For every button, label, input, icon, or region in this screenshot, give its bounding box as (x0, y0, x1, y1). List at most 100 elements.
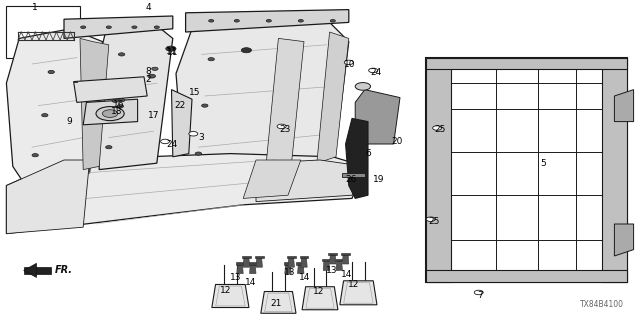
Text: 7: 7 (477, 291, 483, 300)
Text: 17: 17 (148, 111, 159, 120)
Circle shape (433, 126, 442, 130)
Text: 8: 8 (146, 67, 151, 76)
Polygon shape (341, 253, 350, 255)
Polygon shape (243, 160, 301, 198)
Polygon shape (6, 160, 90, 234)
Polygon shape (172, 90, 192, 157)
Polygon shape (64, 16, 173, 38)
Polygon shape (248, 262, 257, 265)
Polygon shape (212, 284, 249, 308)
Text: 13: 13 (326, 266, 337, 275)
Circle shape (48, 70, 54, 74)
Circle shape (106, 146, 112, 149)
Circle shape (202, 104, 208, 107)
Polygon shape (340, 281, 377, 305)
Text: TX84B4100: TX84B4100 (580, 300, 624, 309)
Text: 14: 14 (245, 278, 257, 287)
Text: 12: 12 (220, 286, 231, 295)
Circle shape (112, 99, 118, 102)
Text: 15: 15 (189, 88, 201, 97)
Polygon shape (242, 256, 251, 258)
Circle shape (132, 26, 137, 28)
Circle shape (96, 107, 124, 121)
Polygon shape (285, 265, 291, 274)
Text: 21: 21 (271, 299, 282, 308)
Polygon shape (300, 256, 308, 258)
Circle shape (154, 26, 159, 28)
Polygon shape (330, 255, 336, 264)
Polygon shape (176, 22, 349, 192)
Polygon shape (426, 58, 627, 69)
Circle shape (117, 105, 124, 108)
Circle shape (355, 83, 371, 90)
Text: 1: 1 (33, 4, 38, 12)
Polygon shape (426, 58, 451, 282)
Polygon shape (261, 292, 296, 313)
Text: 12: 12 (313, 287, 324, 296)
Text: 13: 13 (284, 268, 295, 277)
Text: 12: 12 (348, 280, 360, 289)
Text: 25: 25 (428, 217, 440, 226)
Polygon shape (256, 258, 262, 267)
Polygon shape (426, 270, 627, 282)
Polygon shape (256, 160, 365, 202)
Polygon shape (336, 261, 342, 270)
Text: 14: 14 (299, 273, 310, 282)
Polygon shape (301, 258, 307, 267)
Text: 13: 13 (230, 273, 241, 282)
Text: 2: 2 (146, 76, 151, 84)
Text: 11: 11 (167, 48, 179, 57)
Text: 19: 19 (373, 175, 385, 184)
Text: 20: 20 (391, 137, 403, 146)
Circle shape (81, 26, 86, 28)
Circle shape (474, 290, 483, 295)
Circle shape (344, 60, 353, 65)
Circle shape (369, 68, 378, 73)
Polygon shape (328, 253, 337, 255)
Circle shape (42, 114, 48, 117)
Circle shape (234, 20, 239, 22)
Circle shape (106, 26, 111, 28)
Polygon shape (255, 256, 264, 258)
Polygon shape (614, 224, 634, 256)
Polygon shape (186, 10, 349, 32)
Circle shape (118, 99, 125, 102)
Circle shape (189, 132, 198, 136)
Polygon shape (288, 258, 294, 267)
Text: 26: 26 (345, 175, 356, 184)
Text: 5: 5 (540, 159, 545, 168)
Circle shape (426, 217, 435, 221)
Polygon shape (346, 118, 368, 198)
Circle shape (298, 20, 303, 22)
Text: 4: 4 (146, 4, 151, 12)
Polygon shape (335, 259, 344, 261)
Polygon shape (287, 256, 296, 258)
Circle shape (208, 58, 214, 61)
Polygon shape (83, 99, 138, 125)
Polygon shape (250, 265, 256, 274)
Bar (6, 6, 80, 58)
Polygon shape (296, 262, 305, 265)
Polygon shape (6, 29, 102, 186)
Polygon shape (614, 90, 634, 122)
Circle shape (161, 139, 170, 144)
Text: 23: 23 (279, 125, 291, 134)
Text: 16: 16 (113, 100, 124, 109)
Circle shape (266, 20, 271, 22)
Circle shape (148, 74, 156, 78)
Polygon shape (74, 77, 147, 102)
Text: 11: 11 (166, 47, 177, 56)
Text: 6: 6 (366, 149, 371, 158)
Text: 9: 9 (67, 117, 72, 126)
Circle shape (241, 48, 252, 53)
Polygon shape (602, 58, 627, 282)
Text: FR.: FR. (54, 265, 72, 276)
Polygon shape (426, 58, 627, 282)
Polygon shape (80, 38, 109, 170)
Polygon shape (284, 262, 292, 265)
Text: 3: 3 (199, 133, 204, 142)
Circle shape (166, 46, 176, 51)
Text: 14: 14 (341, 270, 353, 279)
Text: 22: 22 (175, 101, 186, 110)
Polygon shape (322, 259, 331, 261)
